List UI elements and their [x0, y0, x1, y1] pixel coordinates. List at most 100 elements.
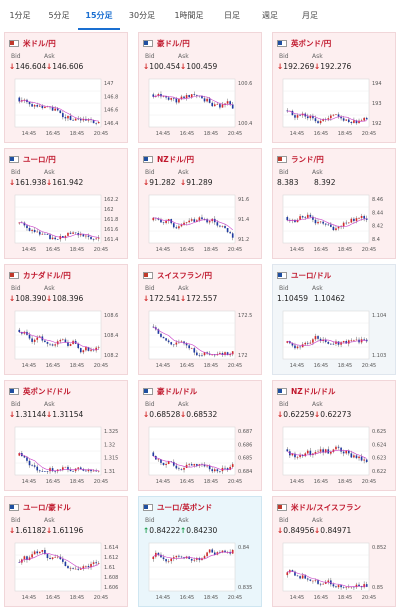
candle-body: [335, 114, 337, 115]
candle-body: [87, 347, 90, 351]
y-tick-label: 1.61: [104, 565, 115, 571]
pair-name[interactable]: カナダドル/円: [23, 270, 71, 280]
mini-candlestick-chart[interactable]: 8.46 8.44 8.42 8.4 14:45 16:45 18:45 20:45: [277, 193, 393, 255]
rate-card[interactable]: ランド/円 Bid Ask 8.383 8.392 8.46 8.44 8.42 8.…: [272, 148, 396, 259]
pair-name[interactable]: 英ポンド/ドル: [23, 386, 71, 396]
candle-body: [332, 343, 335, 345]
tab-timeframe[interactable]: 日足: [224, 10, 240, 20]
pair-name[interactable]: 米ドル/円: [23, 38, 56, 48]
y-tick-label: 192: [372, 121, 382, 127]
pair-name[interactable]: ユーロ/英ポンド: [157, 502, 213, 512]
pair-name[interactable]: 豪ドル/ドル: [157, 386, 198, 396]
candle-body: [203, 352, 206, 356]
pair-name[interactable]: ユーロ/豪ドル: [23, 502, 71, 512]
bid-value: 1.10459: [277, 294, 309, 303]
candle-body: [162, 336, 165, 339]
mini-candlestick-chart[interactable]: 1.325 1.32 1.315 1.31 14:45 16:45 18:45 20:45: [9, 425, 125, 487]
candle-body: [203, 464, 206, 467]
candle-body: [172, 223, 175, 228]
pair-name[interactable]: ランド/円: [291, 154, 324, 164]
ask-value: ↓1.61196: [46, 526, 84, 535]
tab-timeframe[interactable]: 週足: [262, 10, 278, 20]
mini-candlestick-chart[interactable]: 1.104 1.103 14:45 16:45 18:45 20:45: [277, 309, 393, 371]
rate-card[interactable]: 米ドル/円 Bid Ask ↓146.604 ↓146.606 147 146.8…: [4, 32, 128, 143]
x-tick-label: 18:45: [70, 595, 84, 601]
candle-body: [309, 579, 312, 581]
candle-body: [317, 221, 319, 224]
candle-body: [46, 471, 49, 472]
tab-timeframe[interactable]: 1分足: [9, 10, 31, 20]
mini-candlestick-chart[interactable]: 0.625 0.624 0.623 0.622 14:45 16:45 18:45 20:45: [277, 425, 393, 487]
y-tick-label: 8.4: [372, 237, 380, 243]
x-tick-label: 14:45: [22, 479, 36, 485]
candle-body: [193, 348, 196, 353]
x-tick-label: 14:45: [22, 363, 36, 369]
candle-body: [157, 218, 160, 220]
mini-candlestick-chart[interactable]: 0.84 0.835 14:45 16:45 18:45 20:45: [143, 541, 259, 603]
candle-body: [350, 122, 353, 123]
mini-candlestick-chart[interactable]: 172.5 172 14:45 16:45 18:45 20:45: [143, 309, 259, 371]
tab-timeframe[interactable]: 30分足: [128, 10, 156, 20]
candle-body: [36, 231, 39, 233]
pair-name[interactable]: NZドル/円: [157, 154, 194, 164]
candle-body: [79, 467, 82, 470]
rate-card[interactable]: 米ドル/スイスフラン Bid Ask ↓0.84956 ↓0.84971 0.8…: [272, 496, 396, 607]
mini-candlestick-chart[interactable]: 194 193 192 14:45 16:45 18:45 20:45: [277, 77, 393, 139]
candle-body: [221, 353, 224, 355]
pair-name[interactable]: ユーロ/円: [23, 154, 56, 164]
mini-candlestick-chart[interactable]: 108.6 108.4 108.2 14:45 16:45 18:45 20:45: [9, 309, 125, 371]
ask-label: Ask: [44, 169, 55, 176]
rate-card[interactable]: 英ポンド/ドル Bid Ask ↓1.31144 ↓1.31154 1.325 1…: [4, 380, 128, 491]
rate-card[interactable]: カナダドル/円 Bid Ask ↓108.390 ↓108.396 108.6 1…: [4, 264, 128, 375]
y-tick-label: 162: [104, 207, 114, 213]
candle-body: [160, 459, 162, 463]
candle-body: [18, 329, 21, 333]
y-tick-label: 100.4: [238, 121, 252, 127]
pair-name[interactable]: 豪ドル/円: [157, 38, 190, 48]
rate-card[interactable]: ユーロ/ドル Bid Ask 1.10459 1.10462 1.104 1.10…: [272, 264, 396, 375]
candle-body: [44, 340, 46, 343]
rate-card[interactable]: スイスフラン/円 Bid Ask ↓172.541 ↓172.557 172.5…: [138, 264, 262, 375]
pair-name[interactable]: 英ポンド/円: [291, 38, 332, 48]
candle-body: [206, 552, 208, 557]
pair-name[interactable]: 米ドル/スイスフラン: [291, 502, 362, 512]
tab-timeframe[interactable]: 月足: [302, 10, 318, 20]
candle-body: [286, 572, 289, 576]
tab-timeframe[interactable]: 15分足: [78, 2, 120, 30]
mini-candlestick-chart[interactable]: 162.2 162 161.8 161.6 161.4 14:45 16:45 18:45 20…: [9, 193, 125, 255]
tab-timeframe[interactable]: 5分足: [48, 10, 70, 20]
rate-card[interactable]: 豪ドル/円 Bid Ask ↓100.454 ↓100.459 100.6 100…: [138, 32, 262, 143]
candle-body: [77, 467, 80, 469]
rate-card[interactable]: ユーロ/円 Bid Ask ↓161.938 ↓161.942 162.2 162…: [4, 148, 128, 259]
pair-name[interactable]: NZドル/ドル: [291, 386, 336, 396]
ask-value: ↓100.459: [180, 62, 218, 71]
rate-card[interactable]: NZドル/円 Bid Ask ↓91.282 ↓91.289 91.6 91.4 9…: [138, 148, 262, 259]
candle-body: [190, 94, 193, 98]
candle-body: [33, 339, 36, 342]
candle-body: [327, 224, 330, 226]
card-header: カナダドル/円: [9, 269, 123, 281]
rate-card[interactable]: 豪ドル/ドル Bid Ask ↓0.68528 ↓0.68532 0.687 0.…: [138, 380, 262, 491]
y-tick-label: 1.325: [104, 429, 118, 435]
candle-body: [355, 455, 358, 459]
rate-card[interactable]: 英ポンド/円 Bid Ask ↓192.269 ↓192.276 194 193 1…: [272, 32, 396, 143]
card-header: ユーロ/豪ドル: [9, 501, 123, 513]
mini-candlestick-chart[interactable]: 1.614 1.612 1.61 1.608 1.606 14:45 16:45 18:45 2…: [9, 541, 125, 603]
rate-card[interactable]: ユーロ/英ポンド Bid Ask ↑0.84222 ↑0.84230 0.84 0…: [138, 496, 262, 607]
candle-body: [38, 470, 41, 472]
pair-name[interactable]: スイスフラン/円: [157, 270, 213, 280]
mini-candlestick-chart[interactable]: 0.852 0.85 14:45 16:45 18:45 20:45: [277, 541, 393, 603]
candle-body: [337, 114, 340, 117]
rate-card[interactable]: ユーロ/豪ドル Bid Ask ↓1.61182 ↓1.61196 1.614 1…: [4, 496, 128, 607]
bid-label: Bid: [11, 169, 21, 176]
pair-name[interactable]: ユーロ/ドル: [291, 270, 332, 280]
mini-candlestick-chart[interactable]: 147 146.8 146.6 146.4 14:45 16:45 18:45 20:45: [9, 77, 125, 139]
candle-body: [332, 226, 335, 231]
candle-body: [31, 338, 33, 342]
mini-candlestick-chart[interactable]: 100.6 100.4 14:45 16:45 18:45 20:45: [143, 77, 259, 139]
tab-timeframe[interactable]: 1時間足: [174, 10, 204, 20]
mini-candlestick-chart[interactable]: 0.687 0.686 0.685 0.684 14:45 16:45 18:45 20:45: [143, 425, 259, 487]
candle-body: [291, 343, 294, 346]
rate-card[interactable]: NZドル/ドル Bid Ask ↓0.62259 ↓0.62273 0.625 0…: [272, 380, 396, 491]
mini-candlestick-chart[interactable]: 91.6 91.4 91.2 14:45 16:45 18:45 20:45: [143, 193, 259, 255]
